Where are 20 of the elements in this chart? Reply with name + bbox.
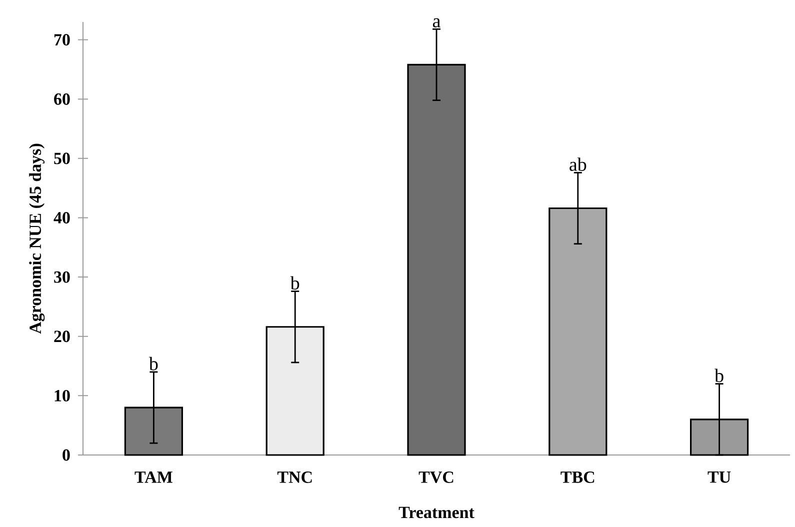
x-tick-label: TAM: [134, 472, 172, 483]
annotation: ab: [570, 158, 586, 171]
annotation: b: [714, 368, 724, 382]
y-tick-label: 0: [62, 449, 70, 461]
annotation: b: [148, 356, 158, 370]
y-tick-label: 60: [54, 93, 70, 105]
x-tick-label: TBC: [560, 472, 594, 483]
y-axis-title: Agronomic NUE (45 days): [29, 144, 45, 334]
y-tick-label: 40: [54, 212, 70, 224]
x-tick-label: TNC: [277, 472, 312, 483]
annotation: a: [432, 18, 440, 28]
y-tick-label: 50: [54, 152, 70, 164]
x-tick-label: TVC: [418, 472, 454, 484]
y-tick-label: 30: [54, 271, 70, 283]
x-tick-label: TU: [708, 472, 731, 483]
y-tick-label: 70: [54, 34, 70, 46]
x-axis-title: Treatment: [398, 506, 474, 518]
annotation: b: [290, 276, 300, 290]
y-tick-label: 10: [54, 390, 70, 402]
y-tick-label: 20: [54, 330, 70, 342]
